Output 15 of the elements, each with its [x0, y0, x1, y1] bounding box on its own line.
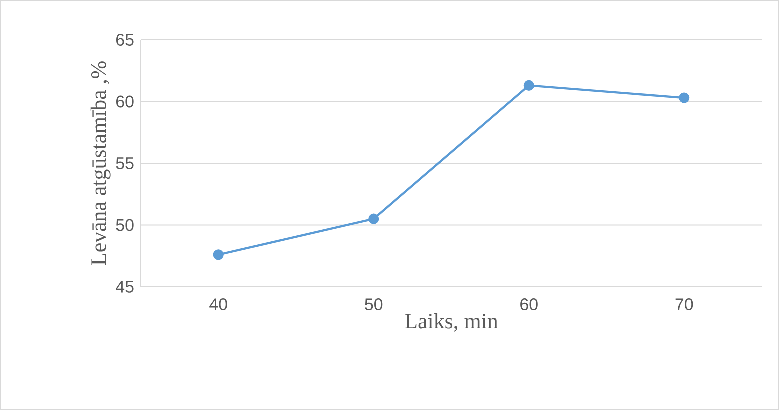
point [679, 92, 690, 104]
point [524, 80, 534, 91]
x-tick-label: 60 [520, 298, 538, 311]
y-axis-title: Levāna atgūstamība ,% [90, 62, 111, 266]
x-axis-title: Laiks, min [405, 313, 498, 332]
y-tick-label: 55 [116, 158, 134, 170]
point [213, 250, 224, 260]
y-tick-label: 65 [116, 34, 134, 46]
x-tick-label: 50 [365, 298, 383, 311]
point [368, 214, 380, 224]
x-tick-label: 40 [210, 298, 228, 311]
y-tick-label: 60 [116, 96, 134, 108]
y-tick-label: 50 [116, 219, 134, 232]
y-tick-label: 45 [116, 281, 134, 293]
x-tick-label: 70 [676, 298, 694, 311]
